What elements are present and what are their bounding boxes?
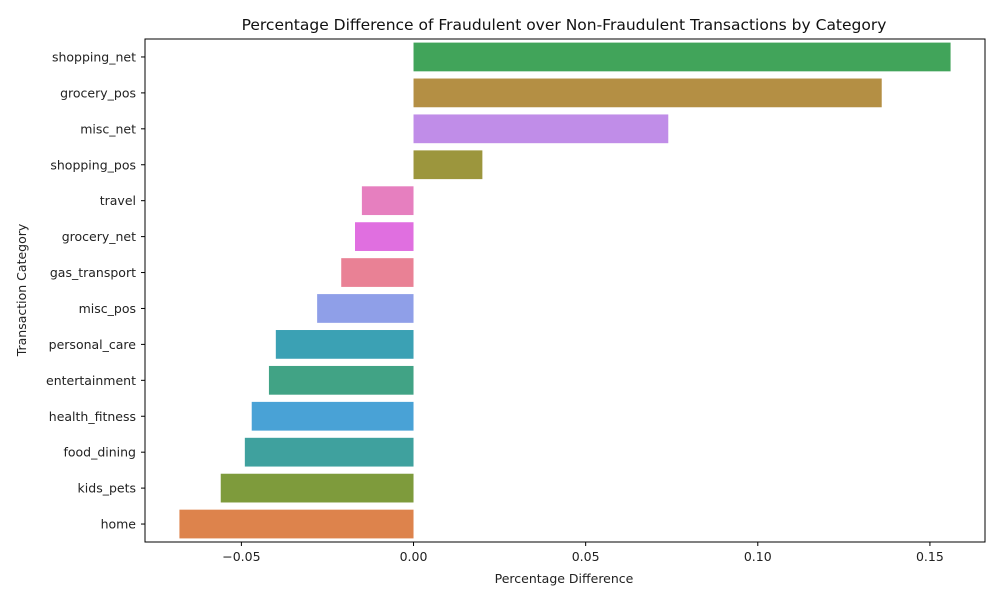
y-tick-label: travel (100, 193, 136, 208)
bar-home (179, 509, 414, 539)
y-tick-label: personal_care (49, 337, 137, 352)
x-tick-label: 0.10 (744, 549, 772, 564)
x-tick-label: 0.05 (572, 549, 600, 564)
bar-kids_pets (220, 473, 414, 503)
bar-entertainment (268, 365, 414, 395)
x-tick-label: 0.15 (916, 549, 944, 564)
bar-travel (361, 186, 414, 216)
y-tick-label: shopping_net (52, 49, 136, 64)
bar-grocery_pos (413, 78, 882, 108)
bar-misc_pos (317, 294, 414, 323)
bars-group (179, 42, 951, 539)
x-tick-label: −0.05 (222, 549, 260, 564)
x-axis-ticks: −0.05 0.00 0.05 0.10 0.15 (222, 542, 944, 564)
bar-grocery_net (355, 222, 414, 251)
x-tick-label: 0.00 (400, 549, 428, 564)
y-tick-label: kids_pets (78, 481, 136, 496)
y-tick-label: gas_transport (50, 265, 136, 280)
y-tick-label: health_fitness (49, 409, 136, 424)
y-axis-label: Transaction Category (14, 223, 29, 357)
bar-personal_care (275, 330, 414, 359)
y-tick-label: misc_pos (79, 301, 136, 316)
bar-health_fitness (251, 401, 414, 431)
chart-title: Percentage Difference of Fraudulent over… (242, 16, 887, 34)
y-tick-label: grocery_net (62, 229, 136, 244)
y-tick-label: food_dining (63, 445, 136, 460)
bar-shopping_pos (413, 150, 483, 180)
y-tick-label: shopping_pos (50, 157, 136, 172)
bar-misc_net (413, 114, 669, 144)
x-axis-label: Percentage Difference (495, 571, 634, 586)
y-axis-ticks: shopping_net grocery_pos misc_net shopping_… (46, 49, 145, 532)
bar-shopping_net (413, 42, 951, 72)
y-tick-label: misc_net (80, 121, 136, 136)
y-tick-label: grocery_pos (60, 85, 136, 100)
plot-frame (144, 38, 986, 543)
y-tick-label: entertainment (46, 373, 136, 388)
y-tick-label: home (101, 517, 137, 532)
bar-gas_transport (341, 258, 414, 287)
bar-food_dining (244, 437, 414, 467)
